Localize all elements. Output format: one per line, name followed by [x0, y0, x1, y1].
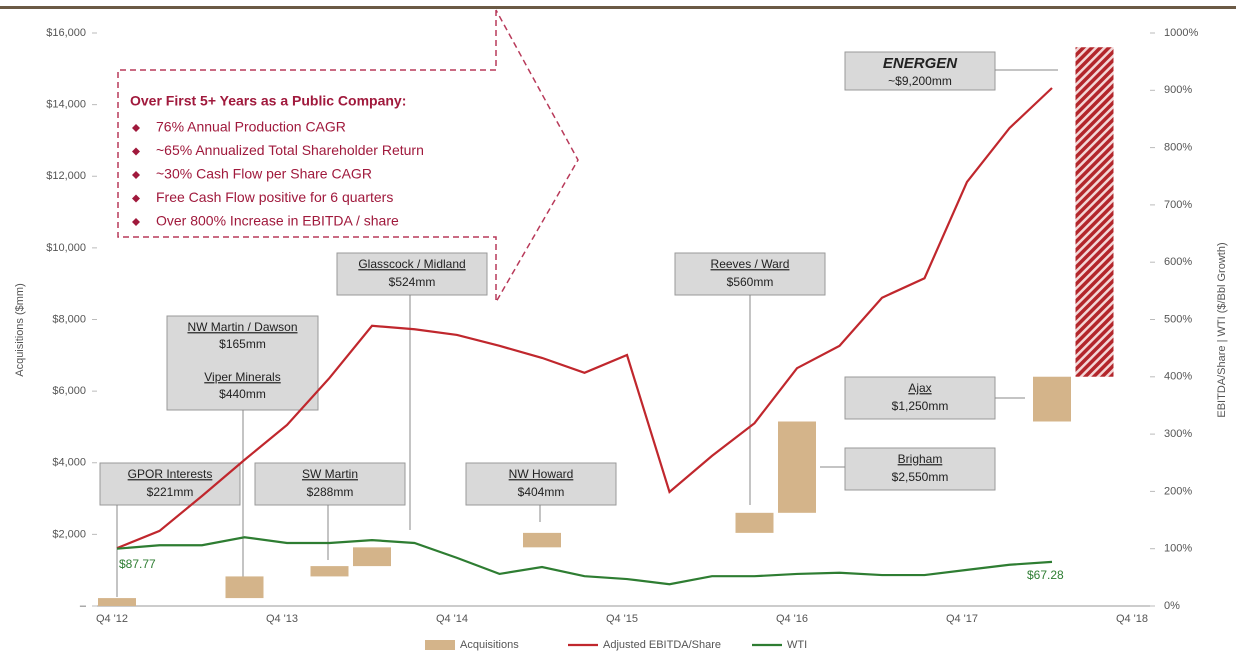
legend-label: WTI [787, 639, 807, 651]
bullet [132, 218, 140, 226]
y-tick-label: $8,000 [52, 313, 86, 325]
bullet [132, 147, 140, 156]
bullet [132, 171, 140, 179]
wti-label: $67.28 [1027, 568, 1064, 582]
annotation-text: $221mm [147, 485, 194, 499]
legend-swatch [425, 640, 455, 650]
wti-label: $87.77 [119, 557, 156, 571]
x-tick-label: Q4 '12 [96, 613, 128, 625]
bullet [132, 194, 140, 203]
annotation-text: NW Martin / Dawson [187, 320, 297, 334]
y-axis-title: Acquisitions ($mm) [14, 283, 26, 377]
annotation-box [674, 252, 826, 296]
bar [98, 598, 136, 606]
callout-title: Over First 5+ Years as a Public Company: [130, 93, 406, 109]
bullet [132, 124, 140, 132]
annotation-box [465, 462, 617, 506]
y2-tick-label: 200% [1164, 485, 1192, 497]
annotation-text: $440mm [219, 387, 266, 401]
y2-tick-label: 1000% [1164, 27, 1198, 39]
annotation-box [844, 51, 996, 91]
y2-tick-label: 900% [1164, 84, 1192, 96]
bar [1075, 47, 1114, 377]
annotation-text: $1,250mm [892, 399, 949, 413]
annotation-box [254, 462, 406, 506]
annotation-text: Viper Minerals [204, 370, 280, 384]
annotation-text: ~$9,200mm [888, 74, 952, 88]
annotation-text: GPOR Interests [128, 467, 213, 481]
x-tick-label: Q4 '13 [266, 613, 298, 625]
y-tick-label: $10,000 [46, 242, 86, 254]
x-tick-label: Q4 '18 [1116, 613, 1148, 625]
bar [1033, 376, 1071, 422]
x-tick-label: Q4 '17 [946, 613, 978, 625]
y2-tick-label: 700% [1164, 199, 1192, 211]
y2-tick-label: 400% [1164, 371, 1192, 383]
bar [310, 566, 349, 577]
bar [523, 532, 561, 548]
annotation-text: $2,550mm [892, 470, 949, 484]
callout-item: 76% Annual Production CAGR [156, 119, 346, 135]
y-tick-label: $16,000 [46, 27, 86, 39]
line [116, 536, 1053, 586]
annotation-text: $288mm [307, 485, 354, 499]
y2-tick-label: 600% [1164, 256, 1192, 268]
y-tick-label: – [80, 600, 87, 612]
annotation-text: ENERGEN [883, 55, 958, 72]
x-tick-label: Q4 '14 [436, 613, 468, 625]
annotation-box [336, 252, 488, 296]
y-tick-label: $4,000 [52, 457, 86, 469]
bar [225, 576, 264, 599]
callout-item: Over 800% Increase in EBITDA / share [156, 213, 399, 229]
annotation-text: $560mm [727, 275, 774, 289]
y-tick-label: $14,000 [46, 99, 86, 111]
y-tick-label: $12,000 [46, 170, 86, 182]
y2-tick-label: 800% [1164, 142, 1192, 154]
annotation-text: Ajax [908, 381, 931, 395]
y2-axis-title: EBITDA/Share | WTI ($/Bbl Growth) [1216, 242, 1228, 417]
annotation-box [844, 447, 996, 491]
annotation-text: Reeves / Ward [711, 257, 790, 271]
header-rule [0, 6, 1236, 9]
y2-tick-label: 0% [1164, 600, 1180, 612]
callout-item: ~30% Cash Flow per Share CAGR [156, 166, 372, 182]
bar [778, 421, 816, 513]
annotation-text: NW Howard [509, 467, 574, 481]
y-tick-label: $2,000 [52, 528, 86, 540]
legend-label: Acquisitions [460, 639, 519, 651]
annotation-text: $165mm [219, 337, 266, 351]
annotation-text: SW Martin [302, 467, 358, 481]
x-tick-label: Q4 '16 [776, 613, 808, 625]
line [116, 87, 1053, 550]
x-tick-label: Q4 '15 [606, 613, 638, 625]
legend-label: Adjusted EBITDA/Share [603, 639, 721, 651]
callout-item: Free Cash Flow positive for 6 quarters [156, 189, 393, 205]
annotation-text: Brigham [898, 452, 943, 466]
annotation-box [844, 376, 996, 420]
y2-tick-label: 500% [1164, 313, 1192, 325]
y2-tick-label: 100% [1164, 543, 1192, 555]
annotation-text: Glasscock / Midland [358, 257, 465, 271]
callout-arrow [117, 9, 579, 305]
annotation-text: $524mm [389, 275, 436, 289]
y-tick-label: $6,000 [52, 385, 86, 397]
annotation-text: $404mm [518, 485, 565, 499]
y2-tick-label: 300% [1164, 428, 1192, 440]
bar [353, 547, 391, 567]
callout-item: ~65% Annualized Total Shareholder Return [156, 142, 424, 158]
bar [735, 512, 774, 533]
